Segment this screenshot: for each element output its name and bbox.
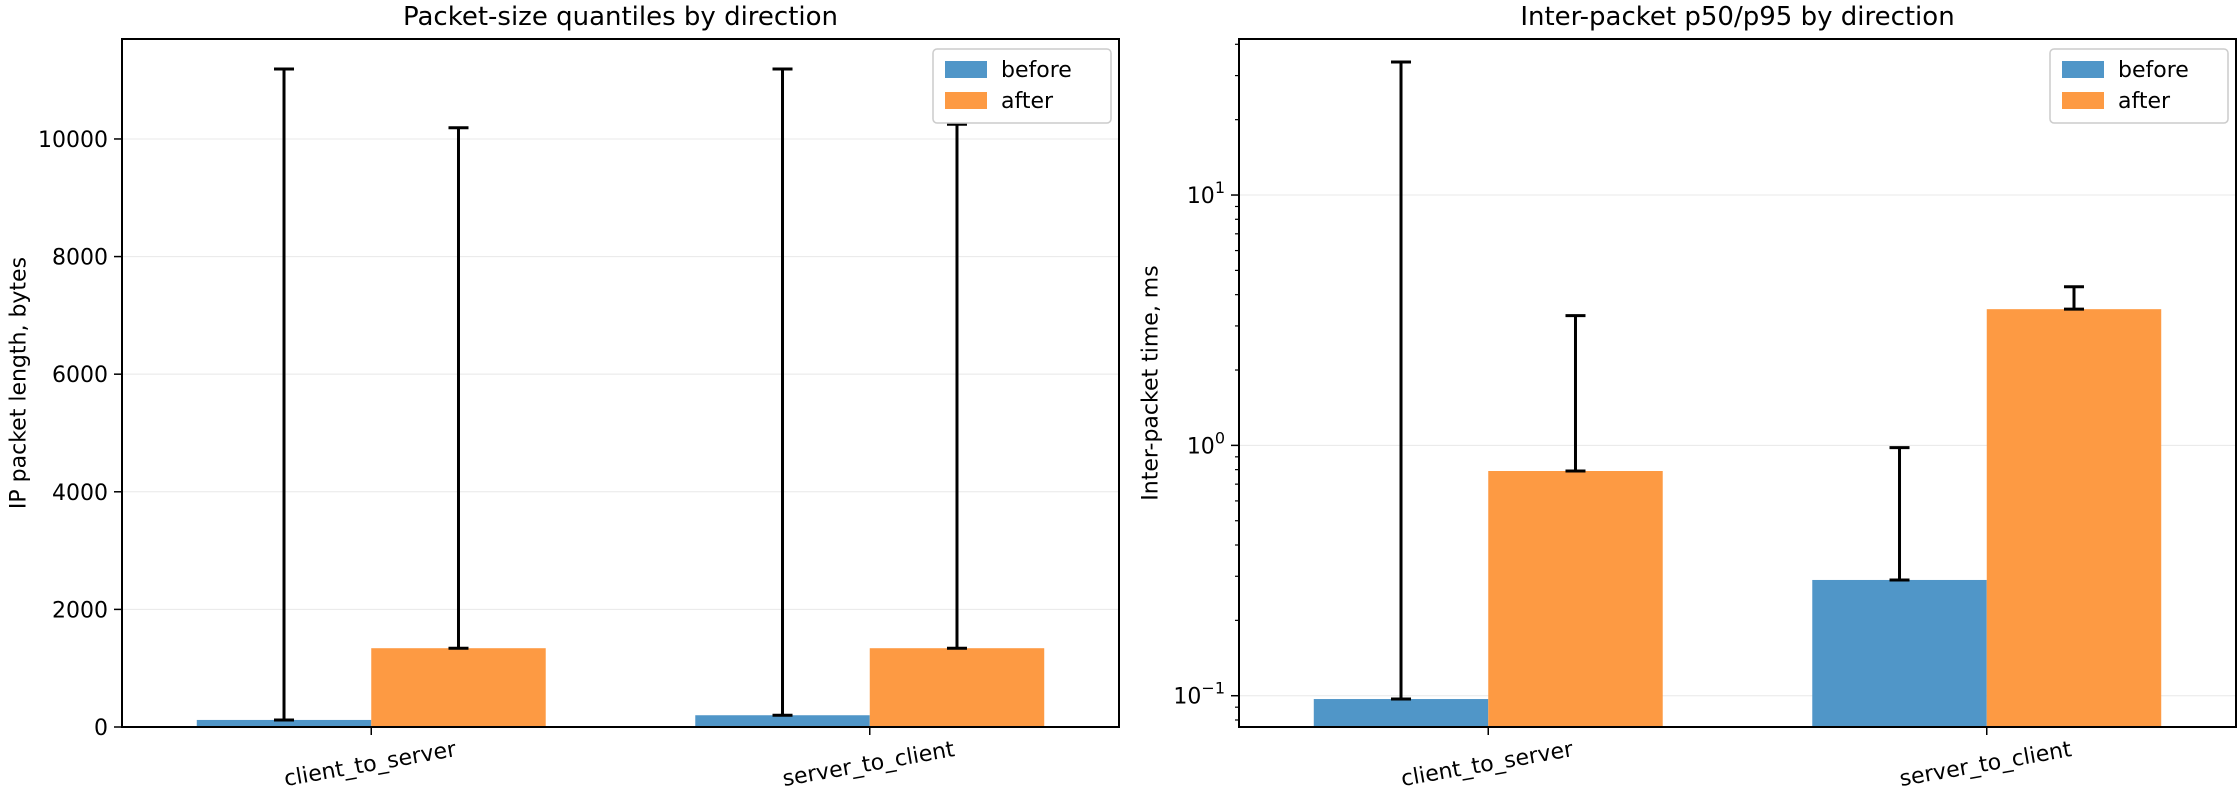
y-tick-label: 101 (1187, 178, 1225, 209)
errorbar-after-server_to_client (946, 122, 967, 650)
bar-before-client_to_server (1313, 699, 1489, 727)
legend-label-before: before (2118, 58, 2189, 83)
errorbar-before-server_to_client (1889, 446, 1910, 582)
errorbar-before-client_to_server (1391, 60, 1412, 701)
bar-after-client_to_server (1488, 471, 1663, 727)
legend-swatch-after (2062, 92, 2104, 109)
y-axis-label: Inter-packet time, ms (1139, 265, 1164, 500)
bar-after-server_to_client (869, 648, 1045, 727)
y-tick-label: 6000 (52, 363, 108, 388)
legend-label-before: before (1001, 58, 1072, 83)
legend-label-after: after (1001, 89, 1054, 114)
legend-swatch-before (945, 61, 987, 78)
chart-panel-1: 0 2000 4000 6000 8000 10000 client_to_server se… (7, 2, 1120, 792)
bar-before-client_to_server (196, 719, 372, 727)
x-tick-label: client_to_server (282, 737, 459, 792)
legend-swatch-after (945, 92, 987, 109)
errorbar-after-server_to_client (2063, 285, 2084, 311)
legend-swatch-before (2062, 61, 2104, 78)
y-tick-label: 10−1 (1173, 679, 1225, 710)
errorbar-before-server_to_client (772, 67, 793, 717)
y-axis-label: IP packet length, bytes (7, 257, 32, 509)
chart-title: Inter-packet p50/p95 by direction (1520, 2, 1954, 32)
bar-after-server_to_client (1986, 309, 2162, 727)
errorbar-after-client_to_server (448, 126, 469, 650)
y-tick-label: 100 (1187, 428, 1225, 459)
errorbar-before-client_to_server (274, 67, 295, 722)
x-tick-label: server_to_client (781, 737, 957, 792)
chart-title: Packet-size quantiles by direction (403, 2, 838, 32)
x-tick-label: server_to_client (1898, 737, 2074, 792)
y-tick-label: 2000 (52, 598, 108, 623)
bar-before-server_to_client (1812, 579, 1987, 727)
y-tick-label: 0 (94, 716, 108, 741)
legend-label-after: after (2118, 89, 2171, 114)
legend: before after (2049, 48, 2229, 124)
legend: before after (932, 48, 1112, 124)
y-tick-label: 4000 (52, 481, 108, 506)
y-tick-label: 10000 (38, 128, 108, 153)
bar-after-client_to_server (371, 648, 546, 727)
axes-frame (1238, 38, 2237, 728)
chart-panel-2: 10−1 100 101 client_to_server server_to_clie… (1139, 2, 2237, 792)
y-tick-label: 8000 (52, 246, 108, 271)
bar-before-server_to_client (695, 715, 870, 727)
errorbar-after-client_to_server (1565, 314, 1586, 473)
x-tick-label: client_to_server (1399, 737, 1576, 792)
axes-frame (121, 38, 1120, 728)
